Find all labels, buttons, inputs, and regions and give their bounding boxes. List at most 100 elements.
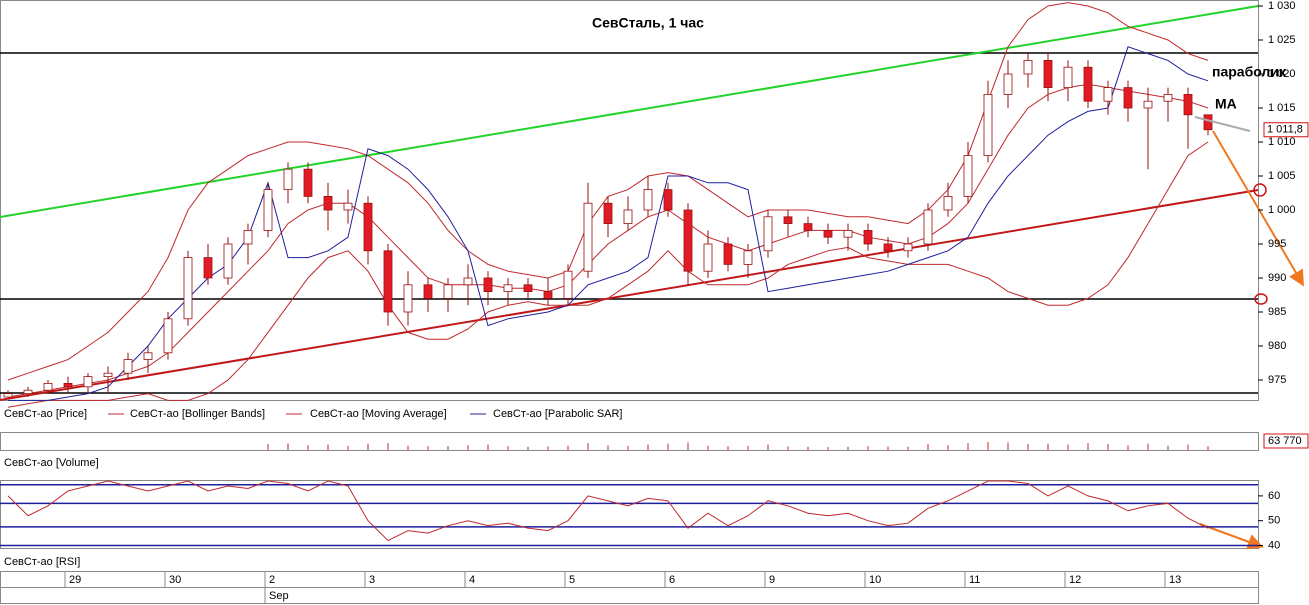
chart-title: СевСталь, 1 час: [592, 15, 704, 31]
candle-body: [523, 284, 533, 292]
date-label: 12: [1069, 574, 1081, 586]
candle-body: [903, 243, 913, 252]
candle-body: [1143, 100, 1153, 109]
y-tick-label: 1 010: [1268, 136, 1296, 148]
date-label: 5: [569, 574, 575, 586]
candle-body: [143, 352, 153, 360]
rsi-label: СевСт-ао [RSI]: [4, 556, 80, 568]
candle-body: [223, 243, 233, 279]
candle-body: [383, 250, 393, 313]
candle-body: [83, 376, 93, 388]
candle-body: [43, 382, 53, 391]
rsi-tick-label: 60: [1268, 490, 1280, 502]
date-label: 29: [69, 574, 81, 586]
candle-body: [243, 229, 253, 245]
rsi-tick-label: 40: [1268, 539, 1280, 551]
candle-body: [683, 209, 693, 272]
candle-body: [563, 270, 573, 299]
legend-label: СевСт-ао [Moving Average]: [310, 408, 447, 420]
candle-body: [1063, 66, 1073, 88]
last-price-box: [1263, 122, 1309, 138]
candle-body: [723, 243, 733, 265]
y-tick-label: 1 015: [1268, 102, 1296, 114]
y-tick-label: 975: [1268, 374, 1286, 386]
candle-body: [503, 284, 513, 292]
candle-body: [463, 277, 473, 286]
candle-body: [643, 189, 653, 211]
date-label: 13: [1169, 574, 1181, 586]
candle-body: [1163, 94, 1173, 102]
y-tick-label: 995: [1268, 238, 1286, 250]
candle-body: [663, 189, 673, 211]
rsi-panel: [0, 480, 1259, 549]
candle-body: [763, 216, 773, 252]
candle-body: [823, 229, 833, 238]
trend-line: [0, 189, 1259, 401]
candle-body: [983, 94, 993, 157]
candle-body: [403, 284, 413, 313]
candle-body: [843, 229, 853, 238]
y-tick-label: 1 005: [1268, 170, 1296, 182]
volume-value-label: 63 770: [1268, 435, 1302, 447]
candle-body: [343, 202, 353, 211]
candle-body: [963, 155, 973, 197]
ma-projection: [1194, 116, 1251, 132]
candle-body: [203, 257, 213, 279]
candle-body: [23, 389, 33, 395]
candle-body: [423, 284, 433, 299]
candle-body: [443, 284, 453, 299]
candle-body: [743, 250, 753, 265]
candle-body: [1123, 87, 1133, 109]
month-label: Sep: [269, 590, 289, 602]
y-tick-label: 1 025: [1268, 34, 1296, 46]
date-label: 2: [269, 574, 275, 586]
candle-body: [863, 229, 873, 245]
candle-body: [283, 168, 293, 190]
candle-body: [1103, 87, 1113, 102]
candle-body: [3, 393, 13, 398]
date-label: 9: [769, 574, 775, 586]
date-label: 11: [969, 574, 980, 586]
y-tick-label: 1 030: [1268, 0, 1296, 12]
candle-body: [623, 209, 633, 225]
candle-body: [943, 195, 953, 211]
date-label: 6: [669, 574, 675, 586]
volume-value-box: [1263, 433, 1309, 449]
candle-body: [263, 189, 273, 231]
annotation: параболик: [1212, 64, 1287, 80]
candle-body: [1083, 66, 1093, 102]
candle-body: [923, 209, 933, 245]
price-panel: [0, 0, 1259, 401]
candle-body: [1043, 60, 1053, 89]
forecast-arrow: [1212, 130, 1305, 287]
candle-body: [103, 372, 113, 378]
legend-label: СевСт-ао [Parabolic SAR]: [493, 408, 623, 420]
bollinger-lower: [7, 141, 1209, 408]
candle-body: [1003, 73, 1013, 95]
candle-body: [543, 291, 553, 299]
legend-label: СевСт-ао [Price]: [4, 408, 87, 420]
plot: [3, 2, 1213, 408]
moving-average: [7, 83, 1209, 398]
candle-body: [183, 257, 193, 320]
y-tick-label: 1 000: [1268, 204, 1296, 216]
date-label: 10: [869, 574, 881, 586]
y-tick-label: 980: [1268, 340, 1286, 352]
last-price-label: 1 011,8: [1267, 124, 1303, 136]
candle-body: [323, 195, 333, 211]
date-label: 4: [469, 574, 475, 586]
candle-body: [303, 168, 313, 197]
rsi-line: [7, 480, 1209, 542]
forecast-arrow: [1199, 523, 1264, 550]
candle-body: [1023, 60, 1033, 75]
candle-body: [363, 202, 373, 252]
candle-body: [1183, 94, 1193, 116]
candle-body: [603, 202, 613, 224]
candle-body: [883, 243, 893, 252]
target-circle: [1253, 183, 1267, 197]
candle-body: [123, 359, 133, 374]
candle-body: [703, 243, 713, 272]
y-tick-label: 985: [1268, 306, 1286, 318]
candle-body: [783, 216, 793, 225]
